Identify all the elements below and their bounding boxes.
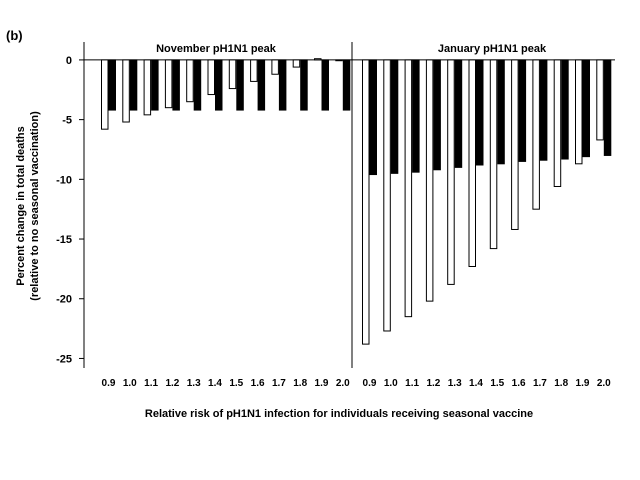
bar-white [292,59,301,68]
bar-black [561,59,569,160]
panel-november: November pH1N1 peak 0.9 1.0 1.1 1.2 1.3 1.4 1.… [84,43,352,389]
x-tick-label: 1.5 [490,378,504,389]
bar-black [129,59,138,111]
bar-black [454,59,463,168]
bar-white [404,59,413,318]
panel-title-november: November pH1N1 peak [156,43,277,55]
x-tick-label: 1.0 [384,378,398,389]
x-tick-label: 2.0 [336,378,350,389]
bar-white [383,59,391,332]
x-tick-label: 1.8 [554,378,568,389]
bar-black [518,59,527,162]
y-axis-title-line-1: Percent change in total deaths [15,126,27,286]
y-tick-label: 0 [66,55,72,67]
bar-black [433,59,441,171]
bar-black [603,59,612,156]
panel-title-january: January pH1N1 peak [438,43,547,55]
bar-black [236,59,244,111]
x-tick-label: 0.9 [102,378,116,389]
y-tick-label: -25 [56,353,72,365]
bar-white [532,59,540,210]
bar-black [257,59,266,111]
bar-black [300,59,308,111]
bar-black [321,59,329,111]
bar-black [151,59,159,111]
x-tick-label: 0.9 [363,378,377,389]
bar-black [390,59,399,174]
bar-black [476,59,484,166]
bar-white [207,59,215,96]
bar-white [250,59,258,82]
bar-white [447,59,455,285]
y-tick-label: -10 [56,174,72,186]
bar-white [122,59,130,123]
x-tick-label: 1.9 [576,378,590,389]
x-tick-label: 1.9 [315,378,329,389]
bar-black [497,59,505,165]
x-tick-label: 1.4 [208,378,222,389]
x-tick-label: 1.3 [448,378,462,389]
x-axis-title: Relative risk of pH1N1 infection for ind… [145,408,533,420]
axes: 0 -5 -10 -15 -20 -25 [56,42,353,368]
x-tick-label: 1.7 [533,378,547,389]
panel-january: January pH1N1 peak 0.9 1.0 1.1 1.2 1.3 1.4 1.5… [352,43,615,389]
bar-white [271,59,279,75]
y-tick-label: -5 [62,115,72,127]
bar-black [342,59,351,111]
bar-white [489,59,498,250]
bar-black [539,59,548,161]
bar-white [164,59,173,109]
bar-white [335,59,343,62]
bar-white [228,59,237,90]
bar-white [553,59,562,187]
bar-white [596,59,604,141]
x-tick-label: 1.7 [272,378,286,389]
panel-label: (b) [6,28,23,43]
bar-white [362,59,370,345]
bar-black [108,59,116,111]
bar-black [369,59,377,176]
bar-white [425,59,434,302]
bar-black [193,59,202,111]
x-tick-label: 1.2 [426,378,440,389]
bar-white [468,59,476,267]
bar-black [412,59,420,173]
x-tick-label: 1.3 [187,378,201,389]
bar-black [278,59,287,111]
bar-black [172,59,180,111]
x-tick-label: 1.6 [251,378,265,389]
bar-white [101,59,109,130]
x-tick-label: 1.1 [405,378,419,389]
bar-white [143,59,152,116]
x-tick-label: 1.2 [165,378,179,389]
x-tick-label: 1.0 [123,378,137,389]
x-tick-label: 1.1 [144,378,158,389]
y-axis-title-line-2: (relative to no seasonal vaccination) [29,111,41,301]
y-tick-label: -15 [56,234,72,246]
bar-white [511,59,519,230]
bar-white [186,59,194,103]
y-tick-label: -20 [56,294,72,306]
bar-white [575,59,583,165]
x-tick-label: 2.0 [597,378,611,389]
bar-white [314,58,322,61]
x-tick-label: 1.8 [293,378,307,389]
x-tick-label: 1.6 [512,378,526,389]
x-tick-label: 1.4 [469,378,483,389]
x-tick-label: 1.5 [229,378,243,389]
bar-black [215,59,223,111]
bar-black [582,59,590,158]
